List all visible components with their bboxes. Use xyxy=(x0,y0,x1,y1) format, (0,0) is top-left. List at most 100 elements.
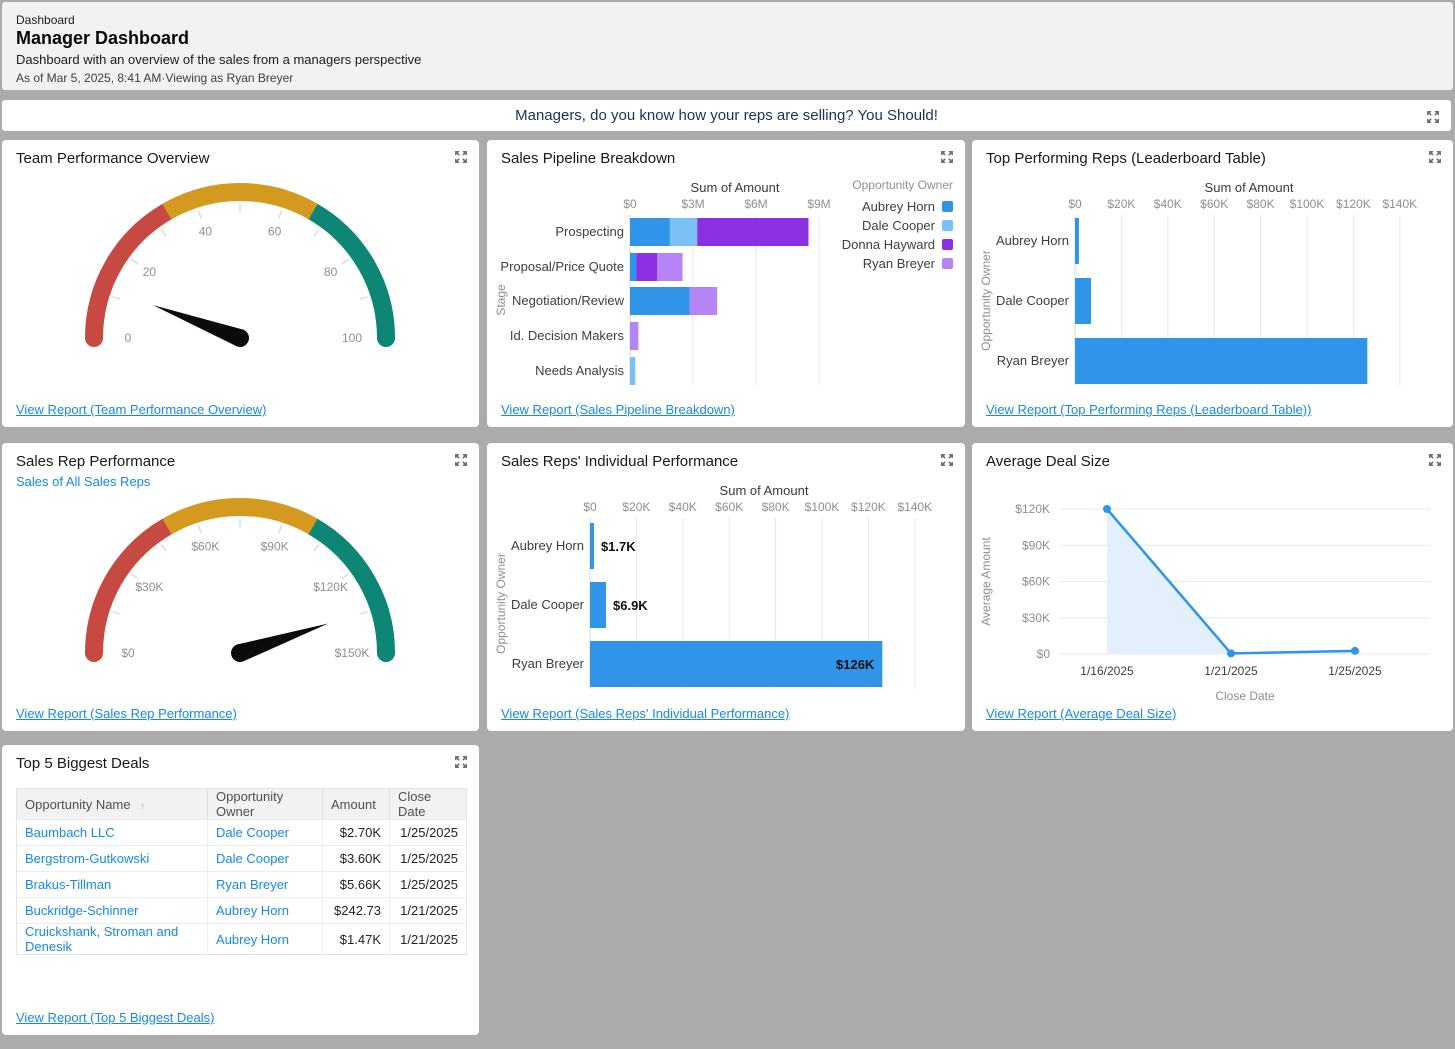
view-report-link[interactable]: View Report (Sales Rep Performance) xyxy=(16,706,237,721)
expand-icon[interactable] xyxy=(1426,149,1444,167)
opportunity-link[interactable]: Buckridge-Schinner xyxy=(25,903,139,918)
owner-link[interactable]: Aubrey Horn xyxy=(216,903,289,918)
card-title: Sales Reps' Individual Performance xyxy=(501,453,739,470)
svg-text:Prospecting: Prospecting xyxy=(555,224,624,239)
bar-segment[interactable] xyxy=(630,357,636,385)
column-header[interactable]: Opportunity Name ↑ xyxy=(16,788,208,820)
expand-icon[interactable] xyxy=(938,149,956,167)
svg-text:$120K: $120K xyxy=(1336,197,1371,211)
svg-text:Aubrey Horn: Aubrey Horn xyxy=(511,538,584,553)
area-fill xyxy=(1107,509,1355,654)
legend-item[interactable]: Dale Cooper xyxy=(823,216,953,235)
bar[interactable] xyxy=(590,523,594,569)
breadcrumb[interactable]: Dashboard xyxy=(16,13,75,27)
gauge-chart: 0 20 40 60 80 100 xyxy=(2,170,479,410)
svg-text:$20K: $20K xyxy=(622,500,650,514)
bar[interactable] xyxy=(1075,218,1079,264)
gauge-segment xyxy=(162,498,318,535)
view-report-link[interactable]: View Report (Team Performance Overview) xyxy=(16,402,267,417)
svg-text:$150K: $150K xyxy=(335,646,370,660)
view-report-link[interactable]: View Report (Sales Reps' Individual Perf… xyxy=(501,706,790,721)
table-row: Buckridge-Schinner Aubrey Horn $242.73 1/21… xyxy=(16,897,467,924)
card-subtitle-link[interactable]: Sales of All Sales Reps xyxy=(16,474,151,489)
svg-text:$3M: $3M xyxy=(681,197,704,211)
expand-icon[interactable] xyxy=(452,149,470,167)
svg-text:$100K: $100K xyxy=(1290,197,1325,211)
svg-text:$0: $0 xyxy=(583,500,597,514)
bar-segment[interactable] xyxy=(689,287,718,315)
bar-segment[interactable] xyxy=(630,253,637,281)
gauge-needle xyxy=(153,305,249,347)
data-point[interactable] xyxy=(1227,649,1235,658)
svg-text:$126K: $126K xyxy=(836,657,875,672)
view-report-link[interactable]: View Report (Average Deal Size) xyxy=(986,706,1177,721)
legend-swatch xyxy=(942,258,953,269)
bar-segment[interactable] xyxy=(630,287,690,315)
gauge-segment xyxy=(85,202,176,347)
bar-segment[interactable] xyxy=(630,218,670,246)
column-header[interactable]: Opportunity Owner xyxy=(207,788,323,820)
rich-text-banner: Managers, do you know how your reps are … xyxy=(2,100,1451,131)
owner-link[interactable]: Ryan Breyer xyxy=(216,877,289,892)
opportunity-link[interactable]: Cruickshank, Stroman and Denesik xyxy=(25,924,179,954)
opportunity-link[interactable]: Brakus-Tillman xyxy=(25,877,112,892)
svg-text:1/25/2025: 1/25/2025 xyxy=(1328,664,1382,678)
opportunity-link[interactable]: Baumbach LLC xyxy=(25,825,115,840)
card-title: Team Performance Overview xyxy=(16,150,210,167)
opportunity-link[interactable]: Bergstrom-Gutkowski xyxy=(25,851,150,866)
card-title: Sales Pipeline Breakdown xyxy=(501,150,676,167)
bar-segment[interactable] xyxy=(657,253,683,281)
legend-item[interactable]: Ryan Breyer xyxy=(823,254,953,273)
expand-icon[interactable] xyxy=(1426,452,1444,470)
card-team-performance-overview: Team Performance Overview 0 20 40 60 80 100 V… xyxy=(2,140,479,427)
close-date-cell: 1/25/2025 xyxy=(389,819,467,846)
bar[interactable] xyxy=(590,641,883,687)
gauge-chart: $0 $30K $60K $90K $120K $150K xyxy=(2,473,479,713)
svg-text:Dale Cooper: Dale Cooper xyxy=(511,597,585,612)
card-sales-rep-performance: Sales Rep Performance Sales of All Sales… xyxy=(2,443,479,731)
column-header[interactable]: Close Date xyxy=(389,788,467,820)
svg-text:$140K: $140K xyxy=(897,500,932,514)
bar[interactable] xyxy=(1075,338,1368,384)
data-point[interactable] xyxy=(1351,646,1359,655)
amount-cell: $242.73 xyxy=(322,897,390,924)
legend-item[interactable]: Donna Hayward xyxy=(823,235,953,254)
as-of-text: As of Mar 5, 2025, 8:41 AM·Viewing as Ry… xyxy=(16,71,294,85)
column-header[interactable]: Amount xyxy=(322,788,390,820)
view-report-link[interactable]: View Report (Sales Pipeline Breakdown) xyxy=(501,402,735,417)
owner-link[interactable]: Aubrey Horn xyxy=(216,931,289,947)
bar-segment[interactable] xyxy=(697,218,809,246)
legend-item[interactable]: Aubrey Horn xyxy=(823,197,953,216)
svg-text:Negotiation/Review: Negotiation/Review xyxy=(512,293,625,308)
bar-segment[interactable] xyxy=(630,322,639,350)
view-report-link[interactable]: View Report (Top 5 Biggest Deals) xyxy=(16,1010,215,1025)
gauge-needle xyxy=(231,623,329,662)
expand-icon[interactable] xyxy=(452,754,470,772)
expand-icon[interactable] xyxy=(452,452,470,470)
bar[interactable] xyxy=(1075,278,1092,324)
banner-text: Managers, do you know how your reps are … xyxy=(515,107,938,124)
svg-text:Id. Decision Makers: Id. Decision Makers xyxy=(510,328,625,343)
card-sales-reps-individual-performance: Sales Reps' Individual Performance $0 $20… xyxy=(487,443,965,731)
svg-text:$0: $0 xyxy=(623,197,637,211)
data-point[interactable] xyxy=(1103,505,1111,513)
bar-chart: $0 $20K $40K $60K $80K $100K $120K $140K Sum of … xyxy=(972,170,1453,405)
svg-text:$9M: $9M xyxy=(807,197,830,211)
svg-text:Close Date: Close Date xyxy=(1215,689,1275,703)
svg-text:$30K: $30K xyxy=(1022,611,1050,625)
bar[interactable] xyxy=(590,582,607,628)
owner-link[interactable]: Dale Cooper xyxy=(216,825,289,840)
svg-text:$60K: $60K xyxy=(715,500,743,514)
bar-segment[interactable] xyxy=(636,253,658,281)
expand-icon[interactable] xyxy=(938,452,956,470)
svg-text:$20K: $20K xyxy=(1107,197,1135,211)
svg-text:$100K: $100K xyxy=(805,500,840,514)
page-subtitle: Dashboard with an overview of the sales … xyxy=(16,52,422,67)
bar-segment[interactable] xyxy=(669,218,698,246)
svg-text:Sum of Amount: Sum of Amount xyxy=(720,483,809,498)
amount-cell: $1.47K xyxy=(322,923,390,955)
owner-link[interactable]: Dale Cooper xyxy=(216,851,289,866)
svg-text:$1.7K: $1.7K xyxy=(601,539,636,554)
view-report-link[interactable]: View Report (Top Performing Reps (Leader… xyxy=(986,402,1312,417)
expand-icon[interactable] xyxy=(1424,109,1442,127)
